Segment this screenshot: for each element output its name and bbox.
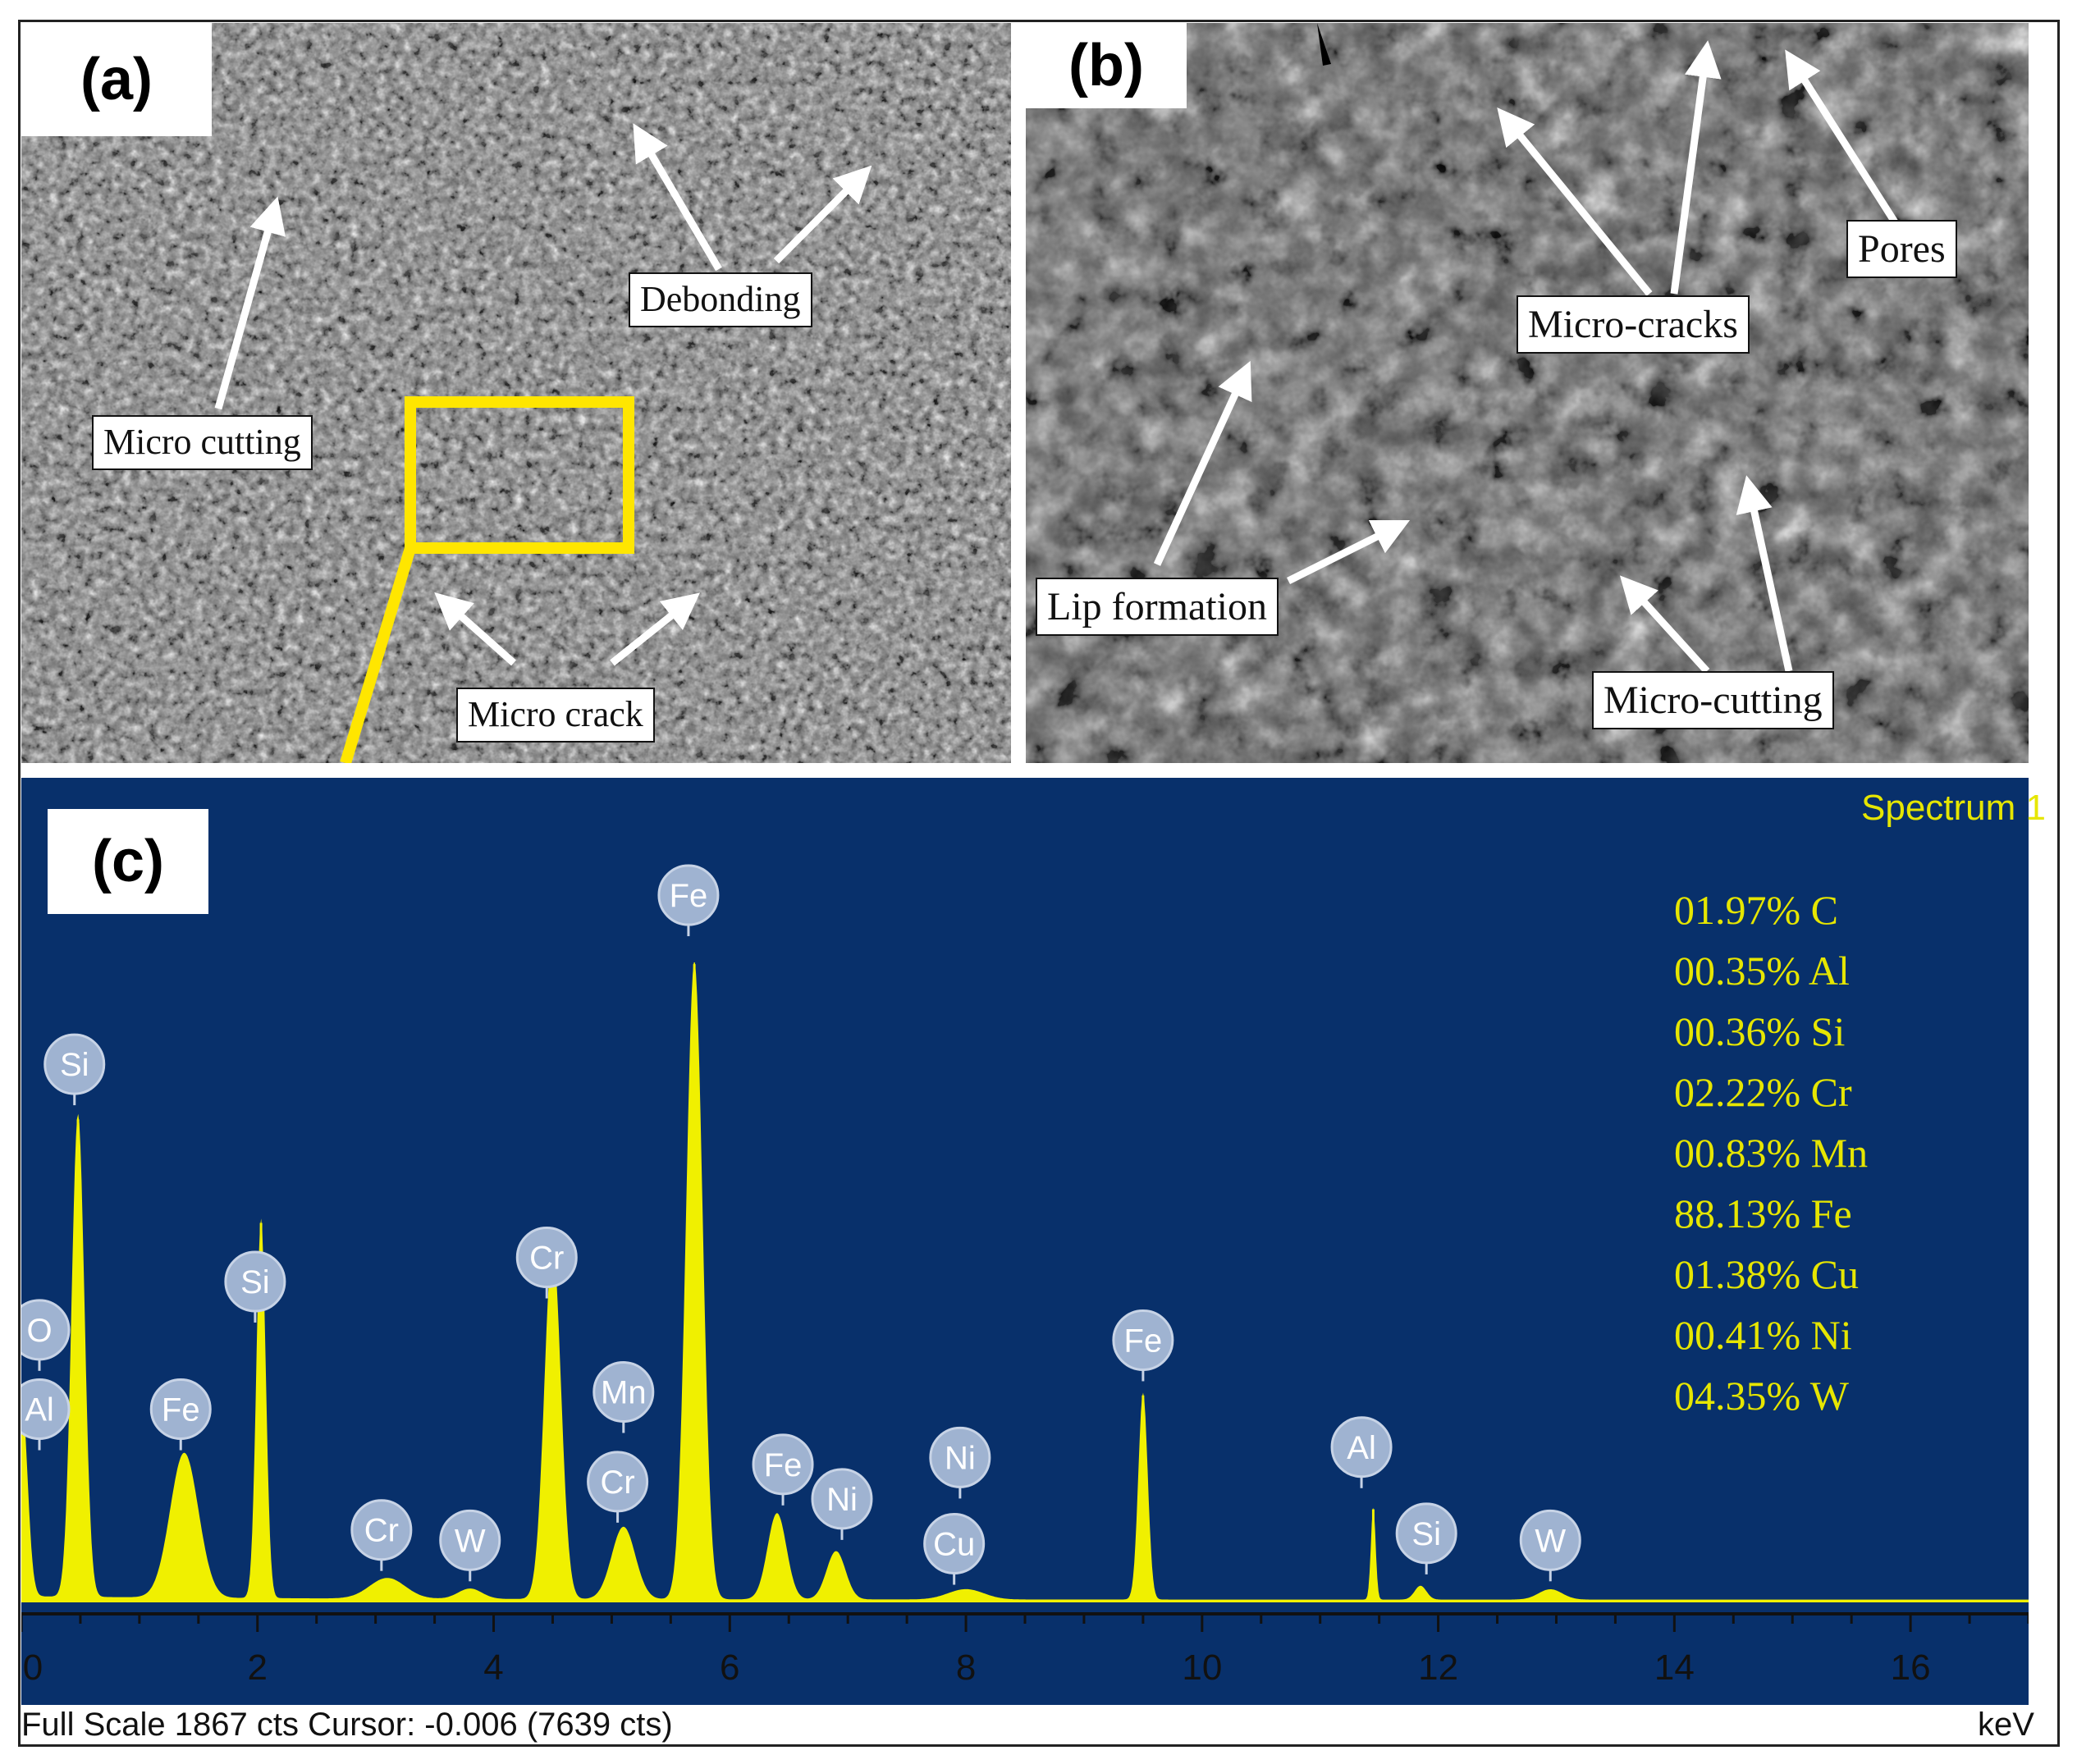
- peak-label-text: Cu: [933, 1527, 975, 1563]
- peak-label-text: Fe: [1124, 1323, 1163, 1359]
- peak-label-text: Si: [60, 1047, 89, 1083]
- composition-list: 01.97% C 00.35% Al 00.36% Si 02.22% Cr 00.83…: [1674, 880, 1868, 1426]
- panel-label-c: (c): [48, 809, 208, 914]
- peak-label-ni: Ni: [929, 1426, 991, 1499]
- inset-connector-line: [340, 546, 416, 763]
- peak-label-text: Si: [240, 1264, 270, 1300]
- peak-label-cr: Cr: [587, 1451, 649, 1523]
- x-tick-label: 16: [1891, 1647, 1931, 1688]
- composition-row: 00.83% Mn: [1674, 1130, 1869, 1176]
- inset-highlight-box: [405, 396, 634, 554]
- composition-row: 04.35% W: [1674, 1373, 1849, 1419]
- peak-label-o: O: [21, 1299, 71, 1371]
- peak-label-text: W: [455, 1523, 486, 1559]
- peak-label-text: Al: [1347, 1430, 1376, 1466]
- callout-lip-formation: Lip formation: [1036, 578, 1279, 637]
- peak-label-mn: Mn: [592, 1361, 655, 1433]
- spectrum-peaks: [21, 962, 2029, 1602]
- spectrum-peak-labels: O Al Si Fe Si Cr W Cr Mn Cr Fe Fe Ni Ni Cu Fe Al Si W: [21, 864, 1581, 1585]
- peak-label-text: Si: [1411, 1516, 1441, 1552]
- sem-panel-b: (b) Pores Micro-cracks Lip formation Mic…: [1026, 23, 2029, 763]
- peak-label-text: Fe: [670, 878, 708, 914]
- composition-row: 01.38% Cu: [1674, 1251, 1859, 1297]
- composition-row: 00.41% Ni: [1674, 1312, 1852, 1358]
- peak-label-cr: Cr: [350, 1499, 413, 1571]
- callout-debonding: Debonding: [629, 272, 812, 327]
- sem-texture: [1026, 23, 2029, 763]
- peak-label-text: Ni: [826, 1482, 858, 1518]
- x-tick-label: 14: [1654, 1647, 1695, 1688]
- peak-label-text: Fe: [162, 1392, 200, 1428]
- peak-label-fe: Fe: [657, 864, 720, 937]
- x-tick-label: 12: [1418, 1647, 1458, 1688]
- annotation-arrows-b: [1153, 40, 1907, 674]
- annotation-arrows-a: [214, 123, 872, 666]
- peak-label-text: Cr: [529, 1241, 564, 1277]
- x-tick-label: 4: [483, 1647, 503, 1688]
- sem-panel-a: (a) Debonding Micro cutting Micro crack: [21, 23, 1011, 763]
- peak-label-text: Mn: [601, 1375, 647, 1411]
- panel-label-a: (a): [21, 23, 212, 136]
- full-scale-readout: Full Scale 1867 cts Cursor: -0.006 (7639…: [21, 1707, 673, 1743]
- peak-label-si: Si: [224, 1250, 286, 1323]
- x-axis-ticks: 0 2 4 6 8 10 12 14 16: [21, 1614, 2029, 1688]
- peak-label-text: Cr: [600, 1465, 634, 1501]
- x-tick-label: 0: [23, 1647, 43, 1688]
- black-arrow-top: [1317, 23, 1331, 66]
- sem-image-a: [21, 23, 1011, 763]
- x-axis: 0 2 4 6 8 10 12 14 16: [21, 1612, 2029, 1688]
- callout-micro-cracks: Micro-cracks: [1517, 295, 1750, 354]
- x-tick-label: 8: [956, 1647, 976, 1688]
- composition-row: 88.13% Fe: [1674, 1190, 1852, 1236]
- callout-micro-cutting: Micro-cutting: [1592, 671, 1834, 730]
- x-axis-unit-label: keV: [1978, 1707, 2034, 1743]
- panel-label-b: (b): [1026, 23, 1187, 108]
- peak-label-text: Ni: [945, 1440, 976, 1476]
- peak-label-w: W: [1519, 1509, 1581, 1582]
- peak-label-si: Si: [1395, 1502, 1457, 1574]
- peak-label-text: O: [26, 1313, 52, 1349]
- peak-label-fe: Fe: [1112, 1309, 1174, 1382]
- peak-label-w: W: [439, 1509, 501, 1582]
- eds-spectrum-panel: O Al Si Fe Si Cr W Cr Mn Cr Fe Fe Ni Ni Cu Fe Al Si W (c): [21, 778, 2029, 1705]
- composition-row: 01.97% C: [1674, 887, 1838, 933]
- peak-label-si: Si: [43, 1033, 106, 1106]
- peak-label-al: Al: [21, 1378, 71, 1451]
- peak-label-fe: Fe: [752, 1433, 814, 1506]
- peak-label-text: W: [1535, 1523, 1566, 1559]
- peak-label-text: Al: [25, 1392, 54, 1428]
- callout-pores: Pores: [1846, 220, 1957, 279]
- peak-label-cr: Cr: [515, 1227, 578, 1299]
- peak-label-al: Al: [1330, 1416, 1393, 1488]
- sem-texture: [21, 23, 1011, 763]
- spectrum-title: Spectrum 1: [1861, 788, 2046, 828]
- peak-label-cu: Cu: [923, 1513, 986, 1585]
- composition-row: 00.36% Si: [1674, 1008, 1846, 1054]
- composition-row: 02.22% Cr: [1674, 1069, 1852, 1115]
- callout-micro-crack: Micro crack: [456, 688, 655, 743]
- peak-label-text: Fe: [764, 1447, 803, 1483]
- composition-row: 00.35% Al: [1674, 948, 1850, 994]
- peak-label-fe: Fe: [149, 1378, 212, 1451]
- peak-label-text: Cr: [364, 1513, 399, 1549]
- x-tick-label: 10: [1182, 1647, 1222, 1688]
- x-tick-label: 2: [248, 1647, 268, 1688]
- peak-label-ni: Ni: [811, 1468, 873, 1540]
- x-tick-label: 6: [720, 1647, 739, 1688]
- callout-micro-cutting: Micro cutting: [92, 415, 313, 470]
- sem-image-b: [1026, 23, 2029, 763]
- eds-spectrum-chart: O Al Si Fe Si Cr W Cr Mn Cr Fe Fe Ni Ni Cu Fe Al Si W: [21, 864, 2029, 1602]
